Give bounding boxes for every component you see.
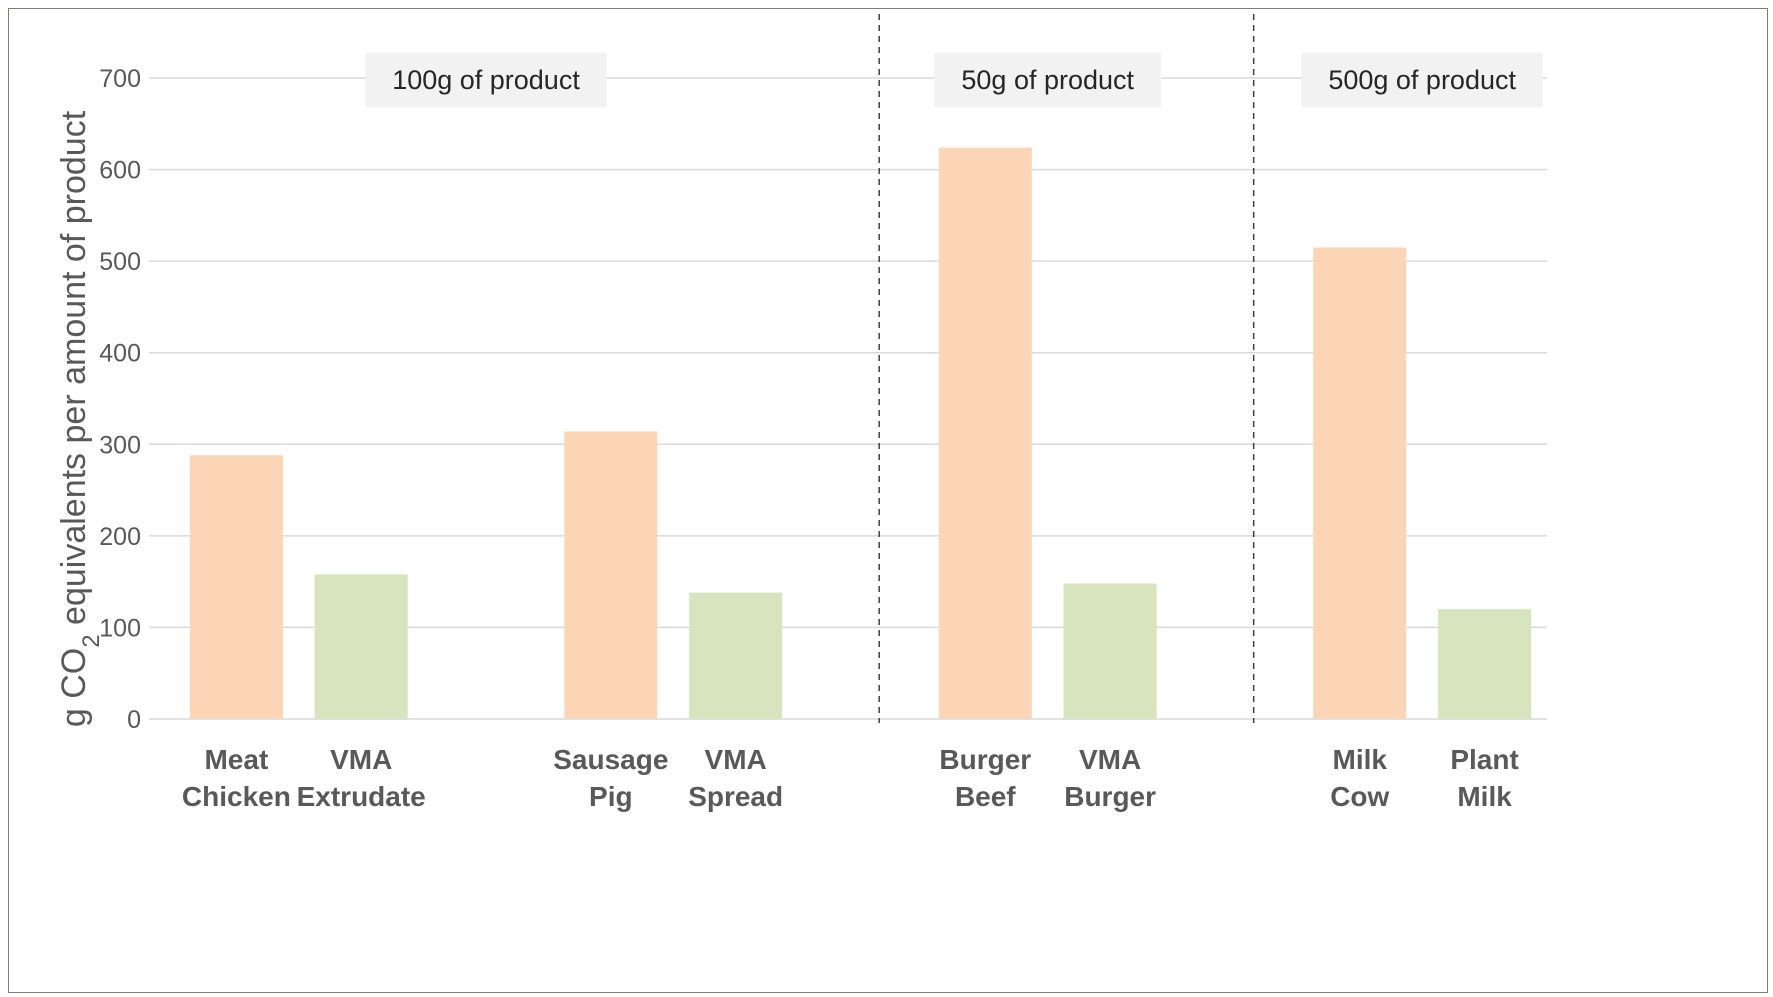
x-category-label: Meat (204, 744, 268, 775)
group-label: 500g of product (1328, 65, 1516, 95)
x-axis-labels: Meat Chicken VMA Extrudate Sausage Pig VMA Spre… (182, 744, 1519, 812)
group-label: 50g of product (961, 65, 1134, 95)
x-category-label: Cow (1330, 781, 1389, 812)
group-label-box (934, 53, 1162, 107)
bar-plant (314, 574, 408, 719)
y-tick-label: 700 (99, 65, 141, 93)
x-category-label: Spread (688, 781, 783, 812)
y-tick-label: 100 (99, 614, 141, 642)
x-category-label: Plant (1450, 744, 1518, 775)
group-label-box (365, 53, 607, 107)
x-category-label: VMA (705, 744, 767, 775)
x-category-label: Beef (955, 781, 1016, 812)
x-category-label: Milk (1457, 781, 1512, 812)
x-category-label: VMA (330, 744, 392, 775)
x-category-label: Sausage (553, 744, 668, 775)
bars (189, 147, 1532, 719)
x-category-label: Milk (1333, 744, 1388, 775)
group-labels: 100g of product 50g of product 500g of pro… (365, 53, 1543, 107)
y-tick-label: 0 (127, 706, 141, 734)
y-tick-label: 400 (99, 340, 141, 368)
group-label-box (1301, 53, 1543, 107)
x-category-label: Extrudate (297, 781, 426, 812)
bar-chart: 0 100 200 300 400 500 600 700 Meat Chicken VMA Ext… (55, 14, 1547, 812)
y-tick-label: 600 (99, 157, 141, 185)
x-category-label: Burger (939, 744, 1031, 775)
y-tick-label: 500 (99, 248, 141, 276)
x-category-label: Pig (589, 781, 633, 812)
bar-animal (1313, 247, 1407, 719)
y-axis-label: g CO2 equivalents per amount of product (55, 110, 105, 727)
bar-animal (564, 431, 658, 719)
bar-plant (1438, 609, 1532, 719)
group-label: 100g of product (392, 65, 580, 95)
bar-animal (938, 147, 1032, 719)
bar-plant (1063, 583, 1157, 719)
chart-frame: 0 100 200 300 400 500 600 700 Meat Chicken VMA Ext… (8, 8, 1768, 993)
y-tick-label: 300 (99, 431, 141, 459)
group-dividers (878, 14, 1255, 723)
x-category-label: VMA (1079, 744, 1141, 775)
bar-animal (189, 455, 283, 719)
y-axis-ticks: 0 100 200 300 400 500 600 700 (99, 65, 141, 734)
bar-plant (689, 592, 783, 719)
y-tick-label: 200 (99, 523, 141, 551)
x-category-label: Chicken (182, 781, 291, 812)
x-category-label: Burger (1064, 781, 1156, 812)
